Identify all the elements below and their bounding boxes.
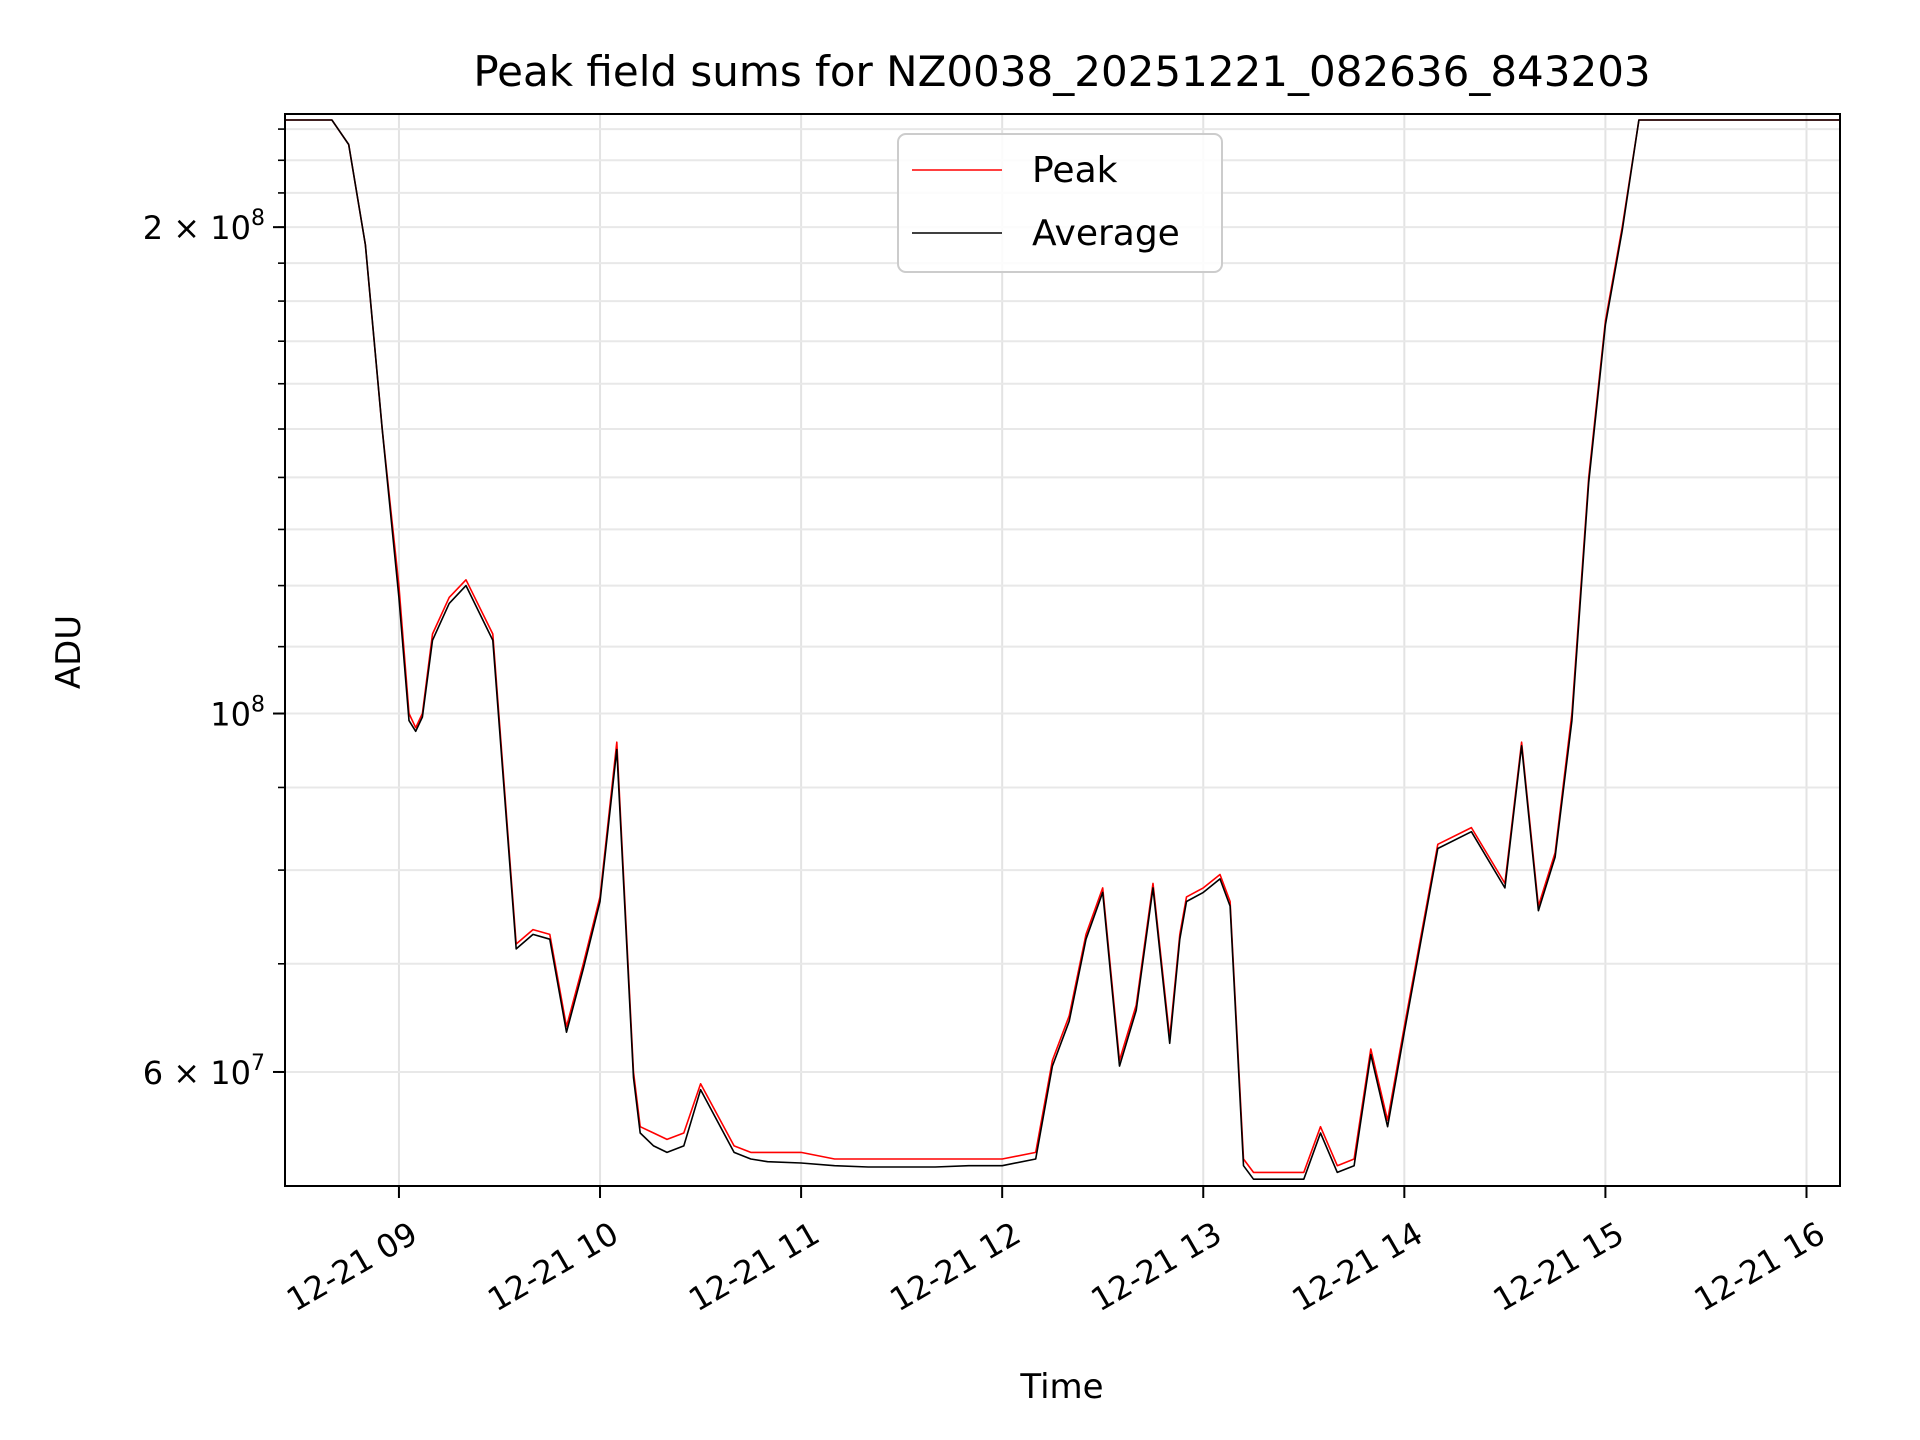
y-tick-label: 108 (210, 693, 265, 734)
y-tick-label: 6 × 107 (143, 1051, 265, 1092)
plot-frame (284, 113, 1841, 1187)
series-line-average (285, 119, 1840, 1180)
legend-box (897, 133, 1223, 273)
y-axis: 6 × 107 108 2 × 108 (143, 128, 285, 1092)
legend-label-average: Average (1032, 213, 1180, 254)
legend-label-peak: Peak (1032, 150, 1118, 191)
chart-title: Peak field sums for NZ0038_20251221_0826… (473, 47, 1650, 96)
x-axis-label: Time (1019, 1367, 1103, 1407)
y-axis-label: ADU (49, 615, 89, 689)
y-tick-label: 2 × 108 (143, 206, 265, 247)
series (285, 119, 1840, 1180)
legend: Peak Average (897, 133, 1223, 273)
